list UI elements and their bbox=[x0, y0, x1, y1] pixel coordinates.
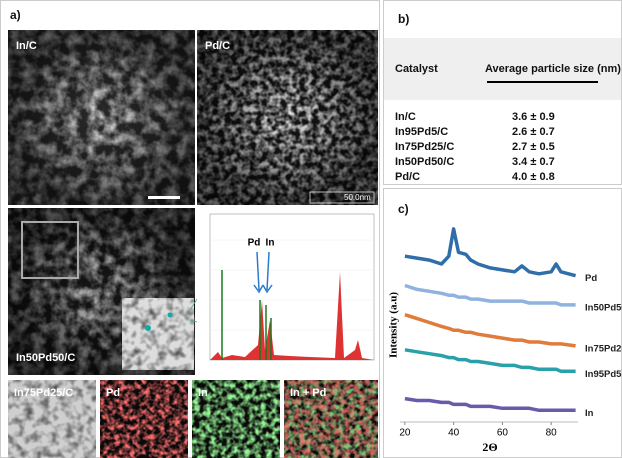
x-tick-label: 60 bbox=[497, 428, 509, 439]
edx-peak-label: Pd bbox=[248, 238, 261, 249]
table-cell: In95Pd5/C bbox=[395, 126, 448, 138]
series-label: In95Pd5 bbox=[585, 369, 622, 380]
micrograph: 50.0nm Pd/C bbox=[197, 30, 378, 205]
x-axis-label: 2Θ bbox=[482, 440, 497, 454]
image-label: Pd bbox=[106, 387, 120, 399]
table-cell: In75Pd25/C bbox=[395, 141, 454, 153]
x-tick-label: 40 bbox=[448, 428, 460, 439]
figure: a) b) c) In/C 50.0nm Pd/C In50Pd50/C bbox=[0, 0, 622, 458]
image-label: In75Pd25/C bbox=[14, 387, 73, 399]
image-label: In + Pd bbox=[290, 387, 326, 399]
series-label: In75Pd25 bbox=[585, 343, 622, 354]
x-tick-label: 80 bbox=[546, 428, 558, 439]
micrograph: In + Pd bbox=[284, 380, 378, 458]
panel-label: a) bbox=[10, 8, 21, 22]
table-cell: 2.6 ± 0.7 bbox=[512, 126, 555, 138]
table-header: Catalyst bbox=[395, 63, 438, 75]
table-cell: 3.4 ± 0.7 bbox=[512, 156, 555, 168]
micrograph: In75Pd25/C bbox=[8, 380, 96, 458]
table-cell: In/C bbox=[395, 111, 416, 123]
series-label: In50Pd50 bbox=[585, 302, 622, 313]
table-cell: 2.7 ± 0.5 bbox=[512, 141, 555, 153]
image-label: Pd/C bbox=[205, 40, 230, 52]
edx-peak-label: In bbox=[266, 238, 275, 249]
micrograph: In/C bbox=[8, 30, 195, 205]
panel-label: b) bbox=[398, 12, 409, 26]
edx-spectrum: Pd In bbox=[197, 208, 378, 375]
series-label: Pd bbox=[585, 273, 597, 284]
y-axis-label: Intensity (a.u) bbox=[388, 292, 400, 358]
series-label: In bbox=[585, 408, 594, 419]
x-tick-label: 20 bbox=[399, 428, 411, 439]
image-label: In/C bbox=[16, 40, 37, 52]
table-cell: Pd/C bbox=[395, 171, 420, 183]
table-header: Average particle size (nm) bbox=[485, 63, 621, 75]
image-label: In bbox=[198, 387, 208, 399]
scale-bar-label: 50.0nm bbox=[344, 193, 371, 202]
table-cell: In50Pd50/C bbox=[395, 156, 454, 168]
image-label: In50Pd50/C bbox=[16, 352, 75, 364]
table-cell: 4.0 ± 0.8 bbox=[512, 171, 555, 183]
micrograph: Pd bbox=[100, 380, 188, 458]
table-cell: 3.6 ± 0.9 bbox=[512, 111, 555, 123]
panel-label: c) bbox=[398, 202, 409, 216]
micrograph: In bbox=[192, 380, 280, 458]
